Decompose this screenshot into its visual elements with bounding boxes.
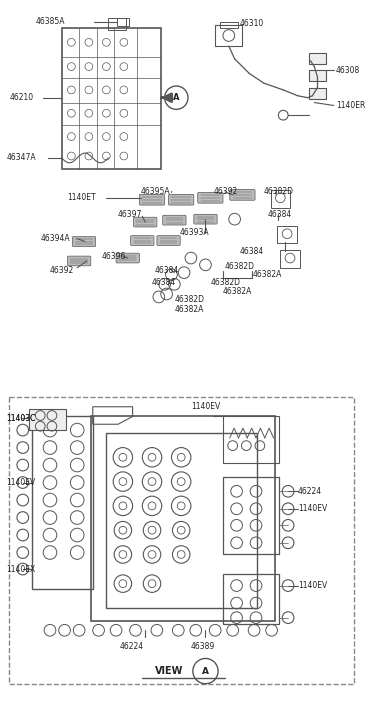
Bar: [309, 88, 326, 99]
Text: 1140EV: 1140EV: [298, 581, 327, 590]
Bar: [223, 477, 279, 555]
Text: 46382A: 46382A: [223, 286, 252, 296]
Bar: [9, 397, 354, 683]
Text: 46393A: 46393A: [179, 228, 209, 237]
Text: 46395A: 46395A: [140, 188, 170, 196]
FancyBboxPatch shape: [72, 237, 96, 246]
Text: 1140EX: 1140EX: [6, 565, 36, 574]
Bar: [215, 25, 242, 47]
Bar: [108, 18, 126, 30]
FancyBboxPatch shape: [157, 236, 180, 246]
Text: 1140EV: 1140EV: [298, 505, 327, 513]
FancyBboxPatch shape: [116, 253, 139, 263]
Bar: [220, 22, 237, 28]
FancyBboxPatch shape: [194, 214, 217, 224]
Text: 46382A: 46382A: [174, 305, 204, 314]
Text: 46382D: 46382D: [174, 295, 204, 305]
FancyBboxPatch shape: [131, 236, 154, 246]
Bar: [223, 574, 279, 624]
Bar: [270, 190, 290, 207]
Text: 1140EV: 1140EV: [191, 402, 220, 411]
FancyBboxPatch shape: [68, 256, 91, 266]
Text: 46384: 46384: [152, 278, 176, 287]
Bar: [223, 417, 279, 463]
Text: 46397: 46397: [118, 210, 142, 219]
FancyBboxPatch shape: [198, 193, 223, 203]
Text: 46389: 46389: [191, 642, 215, 651]
Bar: [62, 28, 161, 169]
Text: 11403C: 11403C: [6, 414, 36, 423]
FancyBboxPatch shape: [134, 217, 157, 227]
Text: 46384: 46384: [268, 210, 292, 219]
Bar: [309, 71, 326, 81]
Text: 46308: 46308: [336, 66, 360, 75]
Bar: [106, 433, 257, 608]
Text: 46382D: 46382D: [264, 188, 294, 196]
Text: 11403C: 11403C: [6, 414, 36, 423]
FancyBboxPatch shape: [139, 194, 165, 205]
Text: 46396: 46396: [102, 252, 126, 260]
Text: A: A: [173, 93, 180, 103]
Text: 46210: 46210: [9, 93, 33, 103]
FancyBboxPatch shape: [163, 215, 186, 225]
Text: 1140ER: 1140ER: [336, 101, 365, 110]
Text: 46347A: 46347A: [6, 153, 36, 162]
Bar: [91, 417, 275, 621]
Text: 46394A: 46394A: [40, 234, 70, 243]
Text: 46310: 46310: [240, 20, 264, 28]
Text: 46385A: 46385A: [35, 17, 65, 26]
Text: 46224: 46224: [298, 487, 322, 496]
Text: VIEW: VIEW: [155, 666, 183, 676]
Bar: [280, 250, 300, 268]
Text: A: A: [202, 667, 209, 675]
Text: 46382D: 46382D: [225, 262, 255, 271]
Bar: [278, 226, 297, 244]
Text: 46382D: 46382D: [210, 278, 240, 287]
Text: 46382A: 46382A: [252, 270, 282, 279]
Text: 46384: 46384: [155, 266, 179, 276]
Text: 46384: 46384: [240, 246, 264, 256]
FancyBboxPatch shape: [168, 194, 194, 205]
Text: 1140ET: 1140ET: [68, 193, 96, 202]
Bar: [117, 18, 129, 25]
Text: 1140EV: 1140EV: [6, 478, 36, 487]
Bar: [29, 409, 66, 430]
Text: 46224: 46224: [120, 642, 144, 651]
Text: 46392: 46392: [50, 266, 74, 276]
Bar: [33, 417, 93, 590]
Text: 46392: 46392: [213, 188, 237, 196]
FancyBboxPatch shape: [230, 190, 255, 200]
Bar: [309, 53, 326, 64]
